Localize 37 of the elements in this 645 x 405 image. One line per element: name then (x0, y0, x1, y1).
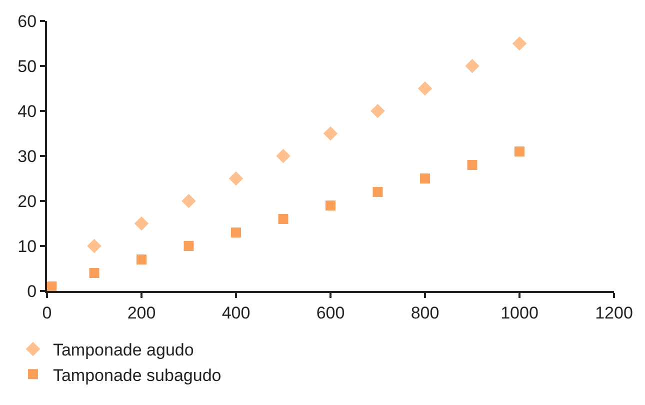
legend-label: Tamponade agudo (52, 340, 194, 360)
point (89, 268, 100, 278)
y-tick-label: 20 (18, 192, 37, 211)
x-tick-label: 1200 (595, 303, 633, 322)
x-tick-label: 0 (42, 303, 52, 322)
y-tick-label: 10 (18, 236, 37, 256)
point (87, 238, 102, 254)
x-tick-label: 600 (316, 303, 345, 322)
point (418, 81, 432, 96)
y-tick-label: 40 (18, 102, 37, 121)
point (278, 214, 288, 224)
x-tick-label: 400 (222, 303, 250, 322)
y-tick-label: 50 (18, 56, 37, 76)
legend-label: Tamponade subagudo (52, 366, 222, 385)
point (276, 148, 290, 164)
point (514, 146, 524, 156)
x-tick-label: 800 (410, 303, 440, 322)
point (136, 254, 146, 264)
y-tick-label: 60 (18, 12, 37, 31)
point (326, 200, 336, 210)
point (323, 126, 338, 141)
point (512, 36, 527, 51)
point (465, 58, 480, 74)
point (231, 228, 241, 238)
point (184, 241, 194, 251)
point (370, 104, 385, 118)
y-tick-label: 30 (18, 146, 37, 166)
point (420, 174, 430, 184)
point (228, 171, 244, 186)
point (467, 160, 478, 170)
point (134, 216, 149, 231)
point (372, 187, 383, 197)
x-tick-label: 200 (127, 303, 156, 322)
x-tick-label: 1000 (500, 303, 538, 322)
point (182, 194, 196, 208)
point (47, 282, 57, 291)
y-tick-label: 0 (27, 282, 37, 301)
